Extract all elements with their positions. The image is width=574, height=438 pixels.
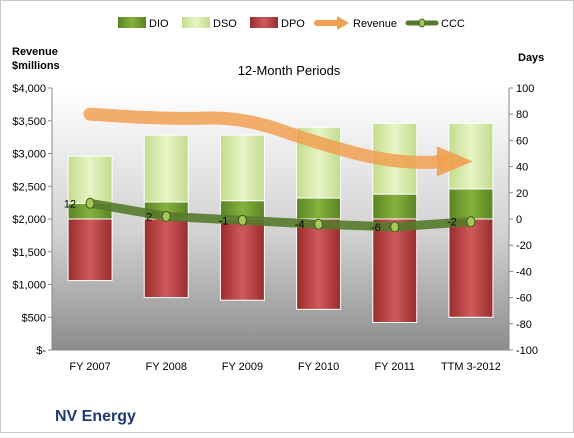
revenue-layer <box>83 107 473 177</box>
dio-bar <box>296 197 342 220</box>
x-tick-label: FY 2009 <box>222 361 263 373</box>
y-left-tick-label: $- <box>36 345 46 357</box>
chart-subtitle: 12-Month Periods <box>238 63 341 78</box>
ccc-marker <box>466 216 476 228</box>
ccc-data-label: -4 <box>295 219 305 231</box>
dpo-bar <box>296 218 342 310</box>
y-right-axis: -100 -80 -60 -40 -20 0 20 40 60 80 100 <box>508 83 538 357</box>
legend-swatch-dso <box>182 17 210 28</box>
x-tick-label: FY 2010 <box>298 361 339 373</box>
y-left-tick-label: $2,500 <box>12 181 46 193</box>
y-right-tick-label: 60 <box>516 135 528 147</box>
dpo-bar <box>67 218 113 282</box>
x-tick-label: FY 2007 <box>69 361 110 373</box>
y-right-tick-label: -100 <box>516 345 538 357</box>
y-left-tick-label: $2,000 <box>12 214 46 226</box>
ccc-data-label: -2 <box>447 217 457 229</box>
ccc-data-label: 12 <box>64 198 76 210</box>
legend-arrowhead-revenue <box>337 16 349 30</box>
x-tick-label: FY 2008 <box>146 361 187 373</box>
legend-label-revenue: Revenue <box>353 18 397 30</box>
ccc-marker <box>390 221 400 233</box>
ccc-marker <box>314 218 324 230</box>
y-left-tick-label: $4,000 <box>12 83 46 95</box>
y-left-tick-label: $500 <box>22 312 46 324</box>
y-left-label-line1: Revenue <box>12 46 58 58</box>
y-right-label: Days <box>518 52 544 64</box>
y-right-tick-label: 0 <box>516 214 522 226</box>
y-right-tick-label: -80 <box>516 319 532 331</box>
y-left-tick-label: $1,500 <box>12 247 46 259</box>
ccc-data-label: 2 <box>146 211 152 223</box>
y-right-tick-label: -60 <box>516 293 532 305</box>
revenue-line <box>83 107 448 169</box>
dio-bar <box>448 188 494 220</box>
y-right-tick-label: 80 <box>516 109 528 121</box>
y-left-tick-label: $3,500 <box>12 116 46 128</box>
y-right-tick-label: -40 <box>516 266 532 278</box>
ccc-layer: 12 2 -1 -4 -6 -2 <box>64 197 476 234</box>
y-left-label-line2: $millions <box>12 60 60 72</box>
legend-label-dpo: DPO <box>281 18 305 30</box>
y-right-tick-label: 40 <box>516 162 528 174</box>
company-name: NV Energy <box>55 408 136 425</box>
dso-bar <box>143 134 189 203</box>
ccc-data-label: -6 <box>371 222 381 234</box>
x-tick-label: TTM 3-2012 <box>441 361 501 373</box>
legend-swatch-dio <box>118 17 146 28</box>
legend-swatch-dpo <box>250 17 278 28</box>
dso-bar <box>219 134 265 202</box>
dso-bar <box>67 155 113 204</box>
y-left-tick-label: $3,000 <box>12 149 46 161</box>
dpo-bar <box>219 218 265 301</box>
y-right-tick-label: 100 <box>516 83 534 95</box>
ccc-data-label: -1 <box>219 215 229 227</box>
ccc-marker <box>85 197 95 209</box>
dpo-bar <box>143 218 189 299</box>
dio-bar <box>372 193 418 220</box>
x-axis: FY 2007 FY 2008 FY 2009 FY 2010 FY 2011 TTM 3… <box>52 349 509 373</box>
revenue-arrowhead <box>436 146 473 177</box>
y-right-tick-label: -20 <box>516 240 532 252</box>
legend-marker-ccc <box>418 18 426 28</box>
legend-label-ccc: CCC <box>441 18 465 30</box>
y-left-axis: $- $500 $1,000 $1,500 $2,000 $2,500 $3,000 $3,5… <box>12 83 53 357</box>
legend-label-dio: DIO <box>149 18 169 30</box>
ccc-marker <box>237 214 247 226</box>
y-right-tick-label: 20 <box>516 188 528 200</box>
legend-label-dso: DSO <box>213 18 237 30</box>
dpo-bar <box>448 218 494 318</box>
legend: DIO DSO DPO Revenue CCC <box>118 16 465 30</box>
ccc-marker <box>161 210 171 222</box>
ccc-line <box>85 198 476 232</box>
dpo-bar <box>372 218 418 323</box>
y-left-tick-label: $1,000 <box>12 280 46 292</box>
x-tick-label: FY 2011 <box>374 361 415 373</box>
